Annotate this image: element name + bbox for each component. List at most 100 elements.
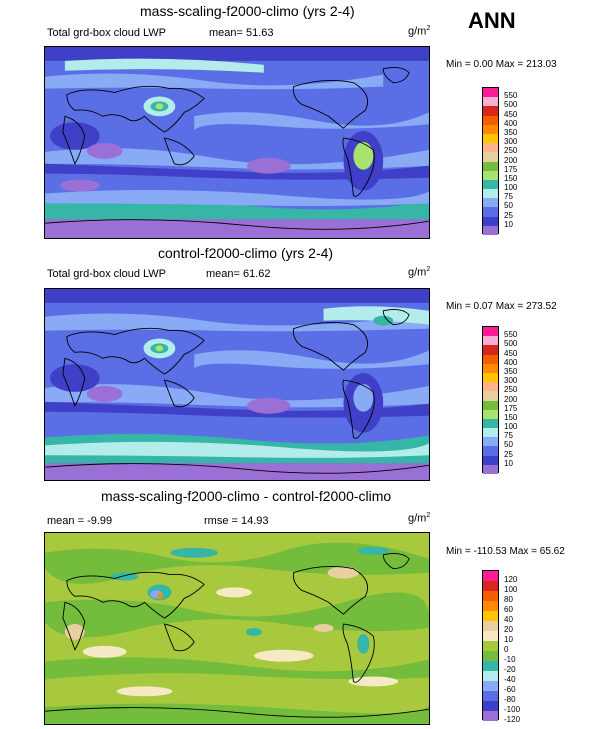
colorbar-swatch bbox=[483, 437, 498, 447]
colorbar-swatch bbox=[483, 409, 498, 419]
colorbar-label: -40 bbox=[504, 675, 516, 684]
panel-2-colorbar-boxes bbox=[482, 326, 499, 474]
colorbar-swatch bbox=[483, 363, 498, 373]
panel-1-field-label: Total grd-box cloud LWP bbox=[47, 27, 167, 39]
panel-3-max-label: Max = bbox=[509, 546, 537, 557]
colorbar-swatch bbox=[483, 671, 498, 681]
panel-3-minmax: Min = -110.53 Max = 65.62 bbox=[446, 546, 565, 557]
colorbar-swatch bbox=[483, 464, 498, 474]
colorbar-label: 400 bbox=[504, 118, 518, 128]
panel-3-max-value: 65.62 bbox=[539, 546, 565, 557]
colorbar-swatch bbox=[483, 621, 498, 631]
colorbar-swatch bbox=[483, 225, 498, 235]
colorbar-swatch bbox=[483, 400, 498, 410]
colorbar-label: 150 bbox=[504, 173, 518, 183]
panel-2-units: g/m2 bbox=[408, 266, 430, 279]
colorbar-swatch bbox=[483, 216, 498, 226]
colorbar-label: 300 bbox=[504, 137, 518, 147]
panel-3-rmse-value: 14.93 bbox=[241, 515, 269, 527]
panel-3-map-svg bbox=[45, 533, 429, 724]
colorbar-label: 20 bbox=[504, 625, 513, 634]
colorbar-swatch bbox=[483, 418, 498, 429]
colorbar-label: 150 bbox=[504, 412, 518, 422]
colorbar-label: 0 bbox=[504, 645, 509, 654]
colorbar-swatch bbox=[483, 631, 498, 641]
colorbar-label: 450 bbox=[504, 348, 518, 358]
colorbar-label: 550 bbox=[504, 91, 518, 101]
colorbar-swatch bbox=[483, 428, 498, 438]
panel-3-units-sup: 2 bbox=[426, 512, 431, 519]
colorbar-swatch bbox=[483, 143, 498, 153]
colorbar-swatch bbox=[483, 681, 498, 691]
colorbar-swatch bbox=[483, 115, 498, 125]
colorbar-label: 80 bbox=[504, 595, 513, 604]
panel-3-min-value: -110.53 bbox=[473, 546, 507, 557]
colorbar-label: 500 bbox=[504, 100, 518, 110]
colorbar-swatch bbox=[483, 152, 498, 162]
colorbar-swatch bbox=[483, 88, 498, 98]
panel-3-rmse: rmse = 14.93 bbox=[204, 515, 269, 527]
panel-1-min-label: Min = bbox=[446, 59, 471, 70]
panel-2-max-value: 273.52 bbox=[526, 301, 557, 312]
colorbar-label: -80 bbox=[504, 695, 516, 704]
colorbar-label: -120 bbox=[504, 715, 521, 724]
colorbar-label: 100 bbox=[504, 422, 518, 432]
panel-1-max-value: 213.03 bbox=[526, 59, 557, 70]
panel-3-title: mass-scaling-f2000-climo - control-f2000… bbox=[101, 488, 392, 504]
colorbar-swatch bbox=[483, 581, 498, 591]
colorbar-label: 10 bbox=[504, 219, 513, 229]
colorbar-label: 100 bbox=[504, 585, 518, 594]
colorbar-swatch bbox=[483, 661, 498, 671]
colorbar-swatch bbox=[483, 124, 498, 134]
colorbar-swatch bbox=[483, 651, 498, 661]
colorbar-label: 200 bbox=[504, 394, 518, 404]
panel-2-min-label: Min = bbox=[446, 301, 471, 312]
colorbar-label: 75 bbox=[504, 431, 513, 441]
colorbar-swatch bbox=[483, 701, 498, 711]
colorbar-label: -100 bbox=[504, 705, 521, 714]
colorbar-swatch bbox=[483, 455, 498, 465]
colorbar-label: 400 bbox=[504, 357, 518, 367]
panel-3-colorbar-boxes bbox=[482, 570, 499, 721]
colorbar-label: 200 bbox=[504, 155, 518, 165]
colorbar-swatch bbox=[483, 170, 498, 180]
colorbar-swatch bbox=[483, 641, 498, 651]
colorbar-swatch bbox=[483, 179, 498, 190]
panel-2-mean-value: 61.62 bbox=[243, 268, 271, 280]
panel-2-minmax: Min = 0.07 Max = 273.52 bbox=[446, 301, 557, 312]
panel-1-min-value: 0.00 bbox=[473, 59, 493, 70]
panel-3-rmse-label: rmse = bbox=[204, 515, 238, 527]
colorbar-label: 120 bbox=[504, 575, 518, 584]
colorbar-label: 450 bbox=[504, 109, 518, 119]
colorbar-label: 60 bbox=[504, 605, 513, 614]
panel-1-units: g/m2 bbox=[408, 25, 430, 38]
panel-1-max-label: Max = bbox=[495, 59, 524, 70]
colorbar-label: 300 bbox=[504, 376, 518, 386]
panel-3-units: g/m2 bbox=[408, 512, 430, 525]
panel-1-mean: mean= 51.63 bbox=[209, 27, 274, 39]
panel-2-units-sup: 2 bbox=[426, 266, 431, 273]
colorbar-label: 25 bbox=[504, 449, 513, 459]
panel-2-min-value: 0.07 bbox=[473, 301, 493, 312]
colorbar-swatch bbox=[483, 601, 498, 611]
panel-2-map bbox=[44, 288, 430, 481]
panel-3-units-text: g/m bbox=[408, 512, 427, 525]
colorbar-label: -60 bbox=[504, 685, 516, 694]
colorbar-label: 50 bbox=[504, 440, 513, 450]
panel-1-mean-value: 51.63 bbox=[246, 27, 274, 39]
panel-2-field-label: Total grd-box cloud LWP bbox=[47, 268, 167, 280]
colorbar-swatch bbox=[483, 97, 498, 107]
colorbar-swatch bbox=[483, 133, 498, 144]
colorbar-swatch bbox=[483, 382, 498, 392]
colorbar-label: 100 bbox=[504, 183, 518, 193]
panel-1-units-text: g/m bbox=[408, 25, 427, 38]
colorbar-swatch bbox=[483, 161, 498, 171]
colorbar-label: -10 bbox=[504, 655, 516, 664]
colorbar-swatch bbox=[483, 611, 498, 621]
colorbar-swatch bbox=[483, 446, 498, 456]
panel-1-colorbar-boxes bbox=[482, 87, 499, 235]
panel-1-minmax: Min = 0.00 Max = 213.03 bbox=[446, 59, 557, 70]
colorbar-label: 25 bbox=[504, 210, 513, 220]
panel-2-max-label: Max = bbox=[495, 301, 524, 312]
colorbar-swatch bbox=[483, 345, 498, 355]
